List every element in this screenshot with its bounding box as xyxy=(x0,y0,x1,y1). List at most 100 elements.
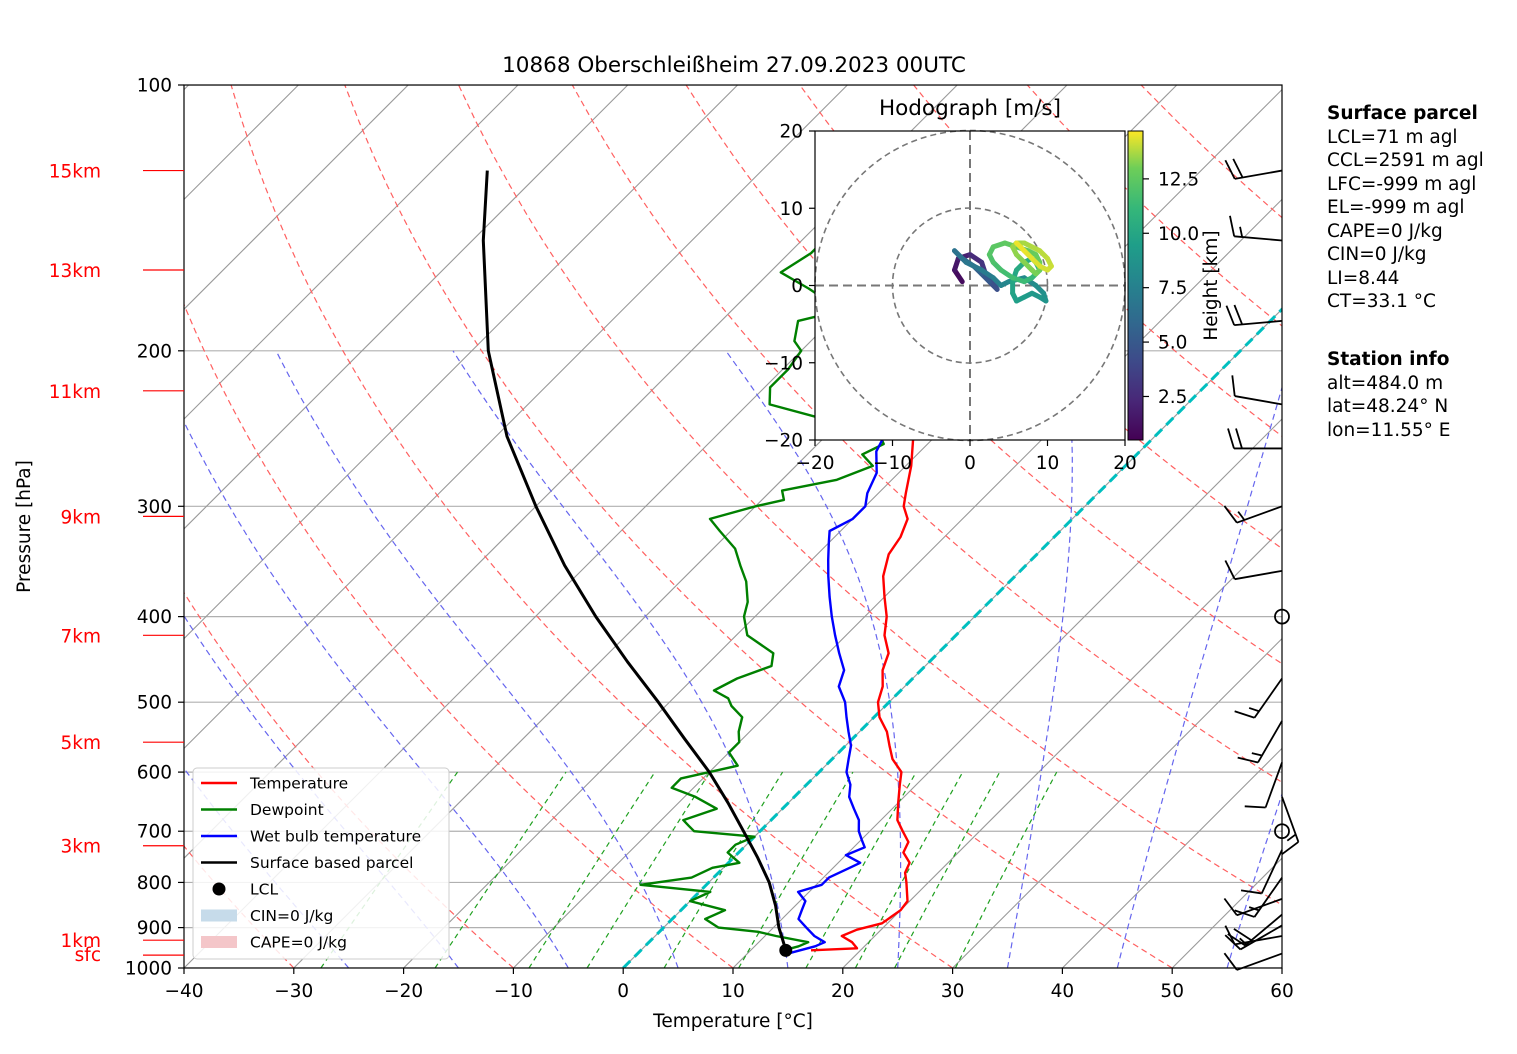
wind-barb xyxy=(1240,849,1283,895)
isotherm-gridline xyxy=(951,637,1282,968)
moist-adiabat xyxy=(725,350,902,968)
moist-adiabat xyxy=(1226,792,1282,968)
wind-barb xyxy=(1274,608,1290,625)
height-label: 5km xyxy=(60,733,101,754)
mixing-ratio-line xyxy=(586,771,711,968)
wind-barb xyxy=(1229,215,1283,242)
wind-barb xyxy=(1244,762,1283,809)
parcel-ct: CT=33.1 °C xyxy=(1327,291,1436,312)
legend-item: Surface based parcel xyxy=(201,854,413,872)
wind-barb xyxy=(1223,505,1283,524)
colorbar-tick-label: 2.5 xyxy=(1158,387,1187,408)
dry-adiabat xyxy=(458,85,1282,906)
y-axis-label: Pressure [hPa] xyxy=(14,460,35,593)
legend-label: Surface based parcel xyxy=(250,854,413,872)
legend-label: Wet bulb temperature xyxy=(250,828,421,846)
moist-adiabat xyxy=(452,350,789,968)
x-tick-label: 40 xyxy=(1051,981,1075,1002)
isotherm-gridline xyxy=(184,85,848,750)
station-lat: lat=48.24° N xyxy=(1327,396,1449,417)
hodograph-y-tick-label: 10 xyxy=(779,199,803,220)
legend-label: Temperature xyxy=(249,775,348,793)
mixing-ratio-line xyxy=(954,771,1058,968)
hodograph-trace xyxy=(952,240,1054,304)
hodograph-x-tick-label: 20 xyxy=(1113,453,1137,474)
y-tick-label: 900 xyxy=(137,918,172,939)
wind-barb xyxy=(1224,158,1283,180)
parcel-lfc: LFC=-999 m agl xyxy=(1327,173,1477,195)
legend-label: Dewpoint xyxy=(250,801,324,819)
height-label: 7km xyxy=(60,626,101,647)
colorbar-tick-label: 5.0 xyxy=(1158,333,1187,354)
station-alt: alt=484.0 m xyxy=(1327,372,1444,394)
surface-parcel-panel: Surface parcel LCL=71 m agl CCL=2591 m a… xyxy=(1327,102,1484,314)
colorbar-tick-label: 7.5 xyxy=(1158,278,1187,299)
moist-adiabat xyxy=(1116,385,1282,968)
x-tick-label: −30 xyxy=(274,981,313,1002)
colorbar xyxy=(1127,130,1144,441)
colorbar-label: Height [km] xyxy=(1201,230,1222,340)
legend-label: CAPE=0 J/kg xyxy=(250,934,347,952)
hodograph-y-tick-label: −10 xyxy=(764,353,803,374)
station-info-header: Station info xyxy=(1327,349,1450,370)
hodograph-y-tick-label: 0 xyxy=(791,276,803,297)
height-label: sfc xyxy=(75,945,101,966)
x-tick-label: 10 xyxy=(721,981,745,1002)
height-label: 15km xyxy=(49,162,101,183)
x-tick-label: 50 xyxy=(1160,981,1184,1002)
height-label: 3km xyxy=(60,837,101,858)
mixing-ratio-line xyxy=(894,771,1001,968)
wind-barb xyxy=(1227,913,1283,947)
moist-adiabat xyxy=(1006,350,1073,968)
y-tick-label: 100 xyxy=(137,76,172,97)
wind-barb xyxy=(1225,304,1283,326)
colorbar-tick-label: 10.0 xyxy=(1158,224,1199,245)
isotherm-gridline xyxy=(184,85,738,640)
x-tick-label: 20 xyxy=(831,981,855,1002)
mixing-ratio-line xyxy=(805,771,917,968)
surface-parcel-header: Surface parcel xyxy=(1327,103,1478,124)
wind-barb xyxy=(1223,952,1283,971)
moist-adiabat xyxy=(1337,351,1517,968)
wind-barb xyxy=(1234,677,1283,719)
height-label: 1km xyxy=(60,931,101,952)
y-tick-label: 600 xyxy=(137,763,172,784)
hodograph-segment xyxy=(952,248,969,265)
dry-adiabat xyxy=(230,85,953,968)
parcel-cin: CIN=0 J/kg xyxy=(1327,244,1427,265)
hodograph-x-tick-label: −10 xyxy=(873,453,912,474)
x-tick-label: 0 xyxy=(617,981,629,1002)
hodograph-y-tick-label: −20 xyxy=(764,431,803,452)
mixing-ratio-line xyxy=(854,771,964,968)
dry-adiabat xyxy=(184,302,734,968)
hodograph-x-tick-label: 0 xyxy=(964,453,976,474)
isotherm-gridline xyxy=(1061,747,1282,968)
hodograph-title: Hodograph [m/s] xyxy=(879,96,1061,121)
wind-barb xyxy=(1274,823,1290,840)
wind-barb xyxy=(1231,375,1283,406)
chart-title: 10868 Oberschleißheim 27.09.2023 00UTC xyxy=(502,53,966,78)
hodograph-x-tick-label: 10 xyxy=(1036,453,1060,474)
y-tick-label: 500 xyxy=(137,693,172,714)
legend-label: CIN=0 J/kg xyxy=(250,907,333,925)
legend-item: Temperature xyxy=(201,775,348,793)
station-info-panel: Station info alt=484.0 m lat=48.24° N lo… xyxy=(1327,348,1450,442)
wind-barb xyxy=(1224,560,1283,581)
lcl-marker xyxy=(779,943,793,957)
legend-item: LCL xyxy=(212,881,278,899)
y-tick-label: 300 xyxy=(137,497,172,518)
isotherm-gridline xyxy=(842,528,1282,968)
mixing-ratio-line xyxy=(528,771,656,968)
legend-box xyxy=(192,767,450,960)
isotherm-gridline xyxy=(184,85,519,420)
legend-item: Dewpoint xyxy=(201,801,324,819)
x-tick-label: −40 xyxy=(164,981,203,1002)
dewpoint-line xyxy=(639,169,885,952)
moist-adiabat xyxy=(1447,351,1517,968)
surface-based-parcel-line xyxy=(481,170,788,951)
legend-label: LCL xyxy=(250,881,278,899)
isotherm-gridline xyxy=(184,85,409,310)
legend-item: CAPE=0 J/kg xyxy=(201,934,347,952)
x-tick-label: 60 xyxy=(1270,981,1294,1002)
